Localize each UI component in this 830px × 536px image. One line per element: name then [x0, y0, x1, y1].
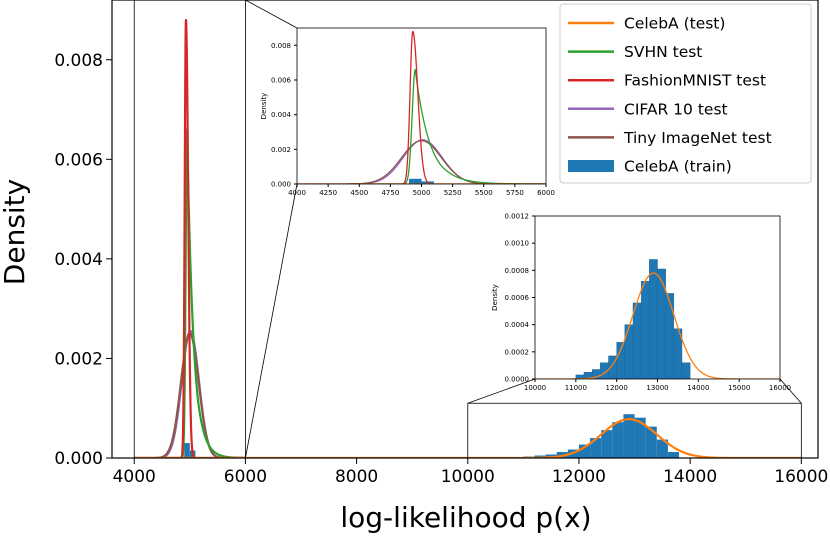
inset2-x-tick-label: 16000: [769, 384, 791, 392]
main-x-tick-label: 16000: [774, 467, 828, 487]
x-axis-label: log-likelihood p(x): [340, 501, 591, 534]
y-axis-label: Density: [0, 179, 31, 285]
inset2-y-tick-label: 0.0008: [505, 267, 530, 275]
inset2-y-tick-label: 0.0004: [505, 321, 530, 329]
inset1-y-tick-label: 0.006: [271, 77, 292, 85]
main-x-tick-label: 4000: [113, 467, 156, 487]
main-x-tick-label: 6000: [224, 467, 267, 487]
connector-line: [467, 378, 536, 404]
main-histogram-bar: [645, 426, 657, 458]
inset1-y-tick-label: 0.002: [271, 146, 291, 154]
inset1-x-tick-label: 4250: [319, 189, 337, 197]
main-x-tick-label: 10000: [441, 467, 495, 487]
main-curve-celeba-test-: [134, 418, 802, 458]
main-y-tick-label: 0.002: [54, 350, 103, 370]
inset2-histogram-bar: [632, 302, 642, 379]
legend-swatch-celeba-train: [568, 160, 614, 172]
inset-high-range: 10000 11000 12000 13000 14000 15000 16000 0.000…: [491, 213, 791, 392]
connector-line: [245, 0, 298, 29]
axis-titles: log-likelihood p(x) Density: [0, 179, 592, 534]
main-histogram-bar: [623, 414, 635, 458]
inset2-x-tick-label: 10000: [524, 384, 546, 392]
main-x-tick-label: 14000: [663, 467, 717, 487]
inset1-y-tick-label: 0.008: [271, 42, 291, 50]
legend-label-fashionmnist-test: FashionMNIST test: [624, 72, 766, 90]
inset1-x-tick-label: 4500: [350, 189, 368, 197]
inset2-y-tick-label: 0.0006: [505, 294, 530, 302]
inset2-x-tick-label: 11000: [565, 384, 587, 392]
main-y-tick-label: 0.008: [54, 51, 103, 71]
main-histogram-bar: [612, 422, 624, 458]
main-frame: [111, 0, 819, 459]
inset2-histogram-bar: [616, 342, 626, 379]
main-histogram-bar: [634, 417, 646, 458]
main-y-tick-label: 0.004: [54, 250, 103, 270]
inset1-x-tick-label: 5000: [413, 189, 431, 197]
inset2-histogram-bar: [665, 293, 675, 379]
inset2-x-tick-label: 13000: [646, 384, 668, 392]
zoom-connector-lines: [133, 0, 802, 459]
main-histogram-bar: [601, 430, 613, 458]
main-x-tick-label: 8000: [335, 467, 378, 487]
legend-label-cifar-10-test: CIFAR 10 test: [624, 100, 728, 118]
inset2-histogram-bar: [657, 268, 666, 379]
inset1-background: [297, 28, 546, 184]
legend-label-celeba-train: CelebA (train): [624, 158, 732, 176]
inset1-y-axis-label: Density: [260, 93, 268, 120]
inset2-histogram-bar: [624, 324, 634, 379]
inset2-y-tick-label: 0.0010: [505, 240, 530, 248]
legend-label-tiny-imagenet-test: Tiny ImageNet test: [623, 129, 772, 147]
inset1-x-tick-label: 4000: [288, 189, 306, 197]
inset2-y-tick-label: 0.0000: [505, 376, 530, 384]
legend-box: [559, 3, 812, 184]
main-y-tick-label: 0.000: [54, 449, 103, 469]
main-histogram-bar: [590, 438, 602, 458]
inset1-histogram-bar: [409, 178, 422, 184]
inset2-x-tick-label: 12000: [606, 384, 628, 392]
main-histogram-bar: [667, 452, 680, 458]
inset2-x-tick-label: 14000: [687, 384, 709, 392]
inset2-y-axis-label: Density: [491, 284, 499, 311]
connector-line: [779, 378, 802, 404]
inset2-histogram-bar: [640, 281, 650, 379]
legend-label-svhn-test: SVHN test: [624, 43, 702, 61]
zoom-region-high: [467, 402, 802, 459]
connector-line: [245, 183, 298, 459]
inset2-x-tick-label: 15000: [728, 384, 750, 392]
main-x-tick-label: 12000: [552, 467, 606, 487]
inset1-y-tick-label: 0.000: [271, 181, 291, 189]
inset1-x-tick-label: 5750: [506, 189, 524, 197]
inset1-x-tick-label: 4750: [381, 189, 399, 197]
main-y-tick-label: 0.006: [54, 150, 103, 170]
legend-label-celeba-test: CelebA (test): [624, 15, 725, 33]
inset1-x-tick-label: 6000: [537, 189, 555, 197]
main-histogram-bar: [184, 443, 190, 458]
main-histogram-bar: [578, 444, 591, 458]
zoom-region-low: [133, 0, 246, 459]
inset1-x-tick-label: 5500: [475, 189, 493, 197]
inset2-histogram-bar: [649, 259, 658, 379]
legend: CelebA (test) SVHN test FashionMNIST test C…: [559, 3, 812, 184]
inset2-y-tick-label: 0.0002: [505, 348, 530, 356]
inset1-x-tick-label: 5250: [444, 189, 462, 197]
inset1-y-tick-label: 0.004: [271, 111, 292, 119]
inset2-y-tick-label: 0.0012: [505, 213, 530, 221]
main-histogram-bar: [656, 439, 668, 458]
inset2-histogram-bar: [681, 362, 691, 379]
inset-low-range: 4000 4250 4500 4750 5000 5250 5500 5750 6000 0.00…: [260, 27, 555, 197]
